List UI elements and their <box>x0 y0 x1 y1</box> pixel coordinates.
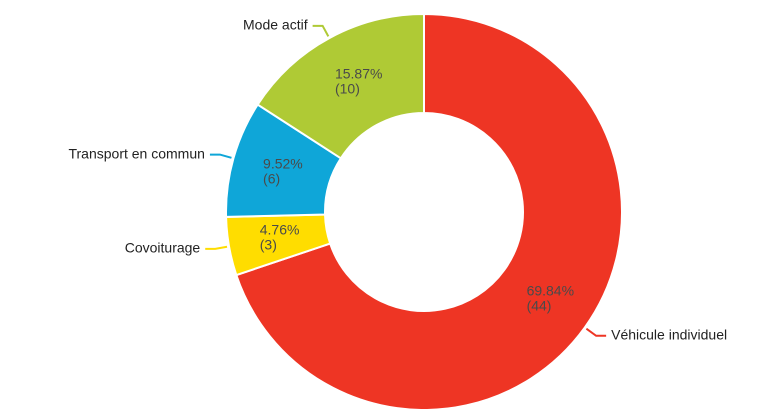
category-label: Transport en commun <box>68 145 204 161</box>
percentage-label: 69.84% <box>527 282 574 298</box>
leader-line <box>205 245 228 250</box>
count-label: (10) <box>335 80 360 96</box>
donut-slice <box>256 12 425 160</box>
count-label: (44) <box>527 297 552 313</box>
leader-line <box>585 327 607 337</box>
percentage-label: 15.87% <box>335 65 382 81</box>
leader-line <box>312 24 330 37</box>
percentage-label: 4.76% <box>260 221 300 237</box>
category-label: Covoiturage <box>125 240 201 256</box>
donut-slice <box>235 12 623 409</box>
category-label: Mode actif <box>243 17 308 33</box>
percentage-label: 9.52% <box>263 155 303 171</box>
count-label: (6) <box>263 170 280 186</box>
leader-line <box>209 153 232 159</box>
count-label: (3) <box>260 236 277 252</box>
category-label: Véhicule individuel <box>611 326 727 342</box>
